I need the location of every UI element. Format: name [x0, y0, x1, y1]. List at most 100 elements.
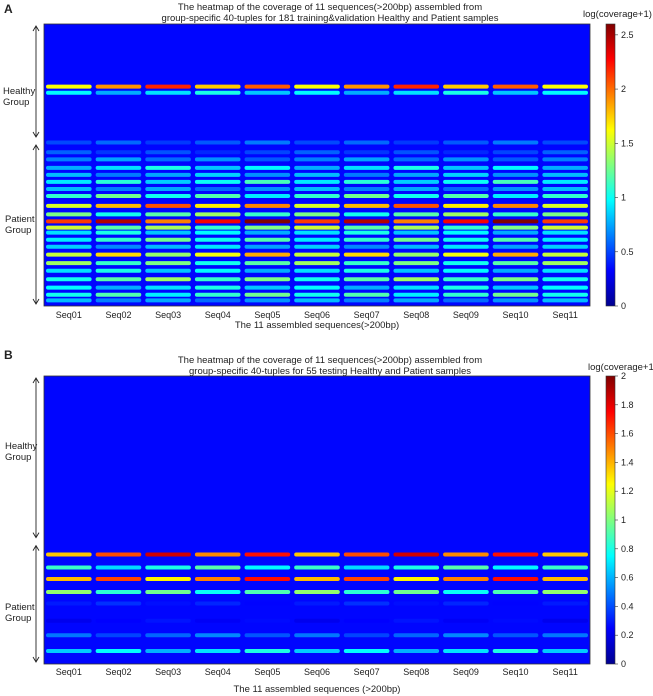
heatmap-cell — [294, 268, 340, 273]
heatmap-frame — [43, 23, 591, 307]
heatmap-cell — [393, 194, 440, 199]
panel-a-patient-label-line2: Group — [5, 225, 32, 236]
heatmap-cell — [244, 285, 291, 290]
heatmap-cell — [294, 212, 340, 217]
heatmap-cell — [194, 552, 241, 557]
heatmap-cell — [542, 633, 588, 638]
heatmap-cell — [393, 179, 440, 184]
heatmap-cell — [343, 140, 390, 145]
heatmap-cell — [343, 649, 390, 654]
heatmap-cell — [393, 601, 440, 606]
colorbar-tick-label: 0 — [621, 659, 626, 669]
heatmap-cell — [244, 225, 291, 230]
heatmap-cell — [343, 268, 390, 273]
heatmap-cell — [244, 649, 291, 654]
heatmap-cell — [542, 179, 588, 184]
heatmap-cell — [194, 261, 241, 266]
heatmap-cell — [393, 90, 440, 95]
group-arrow-head-down — [32, 298, 40, 305]
heatmap-cell — [443, 194, 489, 199]
heatmap-cell — [294, 298, 340, 303]
heatmap-cell — [194, 590, 241, 594]
heatmap-cell — [343, 261, 390, 266]
heatmap-cell — [194, 219, 241, 224]
panel-a-letter: A — [4, 2, 13, 16]
heatmap-cell — [343, 590, 390, 594]
heatmap-cell — [542, 298, 588, 303]
panel-a-title-line1: The heatmap of the coverage of 11 sequen… — [177, 2, 483, 13]
heatmap-cell — [95, 590, 142, 594]
heatmap-cell — [145, 140, 191, 145]
heatmap-cell — [46, 194, 92, 199]
heatmap-cell — [492, 172, 539, 177]
heatmap-cell — [194, 292, 241, 297]
heatmap-cell — [443, 292, 489, 297]
heatmap-cell — [244, 150, 291, 155]
heatmap-cell — [95, 84, 142, 89]
group-arrow-head-down — [32, 131, 40, 138]
heatmap-cell — [244, 186, 291, 191]
heatmap-cell — [294, 252, 340, 257]
heatmap-cell — [443, 150, 489, 155]
heatmap-cell — [46, 649, 92, 654]
heatmap-cell — [492, 225, 539, 230]
heatmap-cell — [244, 194, 291, 199]
heatmap-cell — [244, 277, 291, 282]
heatmap-cell — [542, 601, 588, 606]
group-brackets — [32, 377, 40, 663]
heatmap-cell — [294, 230, 340, 235]
heatmap-cell — [542, 577, 588, 582]
heatmap-cell — [95, 252, 142, 257]
heatmap-cell — [145, 230, 191, 235]
heatmap-cell — [194, 268, 241, 273]
heatmap-cell — [46, 268, 92, 273]
heatmap-cell — [443, 172, 489, 177]
heatmap-cell — [294, 172, 340, 177]
heatmap-cell — [492, 237, 539, 242]
heatmap-cell — [46, 565, 92, 570]
heatmap-cell — [294, 140, 340, 145]
heatmap-cell — [542, 230, 588, 235]
heatmap-cell — [393, 298, 440, 303]
heatmap-cell — [343, 601, 390, 606]
heatmap-cell — [294, 601, 340, 606]
heatmap-cell — [492, 565, 539, 570]
heatmap-cell — [46, 252, 92, 257]
heatmap-cell — [145, 552, 191, 557]
heatmap-cell — [492, 601, 539, 606]
heatmap-cell — [393, 277, 440, 282]
heatmap-cell — [393, 150, 440, 155]
heatmap-cell — [244, 219, 291, 224]
x-tick-label-seq02: Seq02 — [105, 667, 131, 677]
heatmap-cell — [294, 552, 340, 557]
heatmap-cell — [492, 140, 539, 145]
heatmap-cell — [443, 244, 489, 249]
heatmap-cell — [46, 277, 92, 282]
heatmap-cell — [194, 649, 241, 654]
heatmap-cell — [294, 649, 340, 654]
heatmap-cell — [443, 552, 489, 557]
heatmap-cell — [194, 230, 241, 235]
heatmap-cell — [443, 225, 489, 230]
heatmap-panel-a: Seq01 Seq02 Seq03 Seq04 Seq05 Seq06 Seq07 Seq08… — [32, 23, 634, 320]
heatmap-cell — [46, 140, 92, 145]
heatmap-cell — [194, 212, 241, 217]
heatmap-cell — [46, 165, 92, 170]
heatmap-cell — [194, 194, 241, 199]
heatmap-cell — [244, 157, 291, 162]
heatmap-cell — [145, 237, 191, 242]
heatmap-cell — [244, 298, 291, 303]
x-tick-label-seq05: Seq05 — [254, 310, 280, 320]
heatmap-cell — [393, 261, 440, 266]
group-arrow-head-down — [32, 532, 40, 539]
heatmap-cell — [393, 230, 440, 235]
heatmap-cell — [95, 244, 142, 249]
x-tick-label-seq02: Seq02 — [105, 310, 131, 320]
heatmap-cell — [443, 237, 489, 242]
panel-a-healthy-label: Healthy Group — [3, 86, 35, 108]
heatmap-cell — [46, 150, 92, 155]
heatmap-cell — [443, 618, 489, 623]
x-tick-label-seq07: Seq07 — [354, 667, 380, 677]
heatmap-cell — [244, 565, 291, 570]
heatmap-cell — [542, 219, 588, 224]
